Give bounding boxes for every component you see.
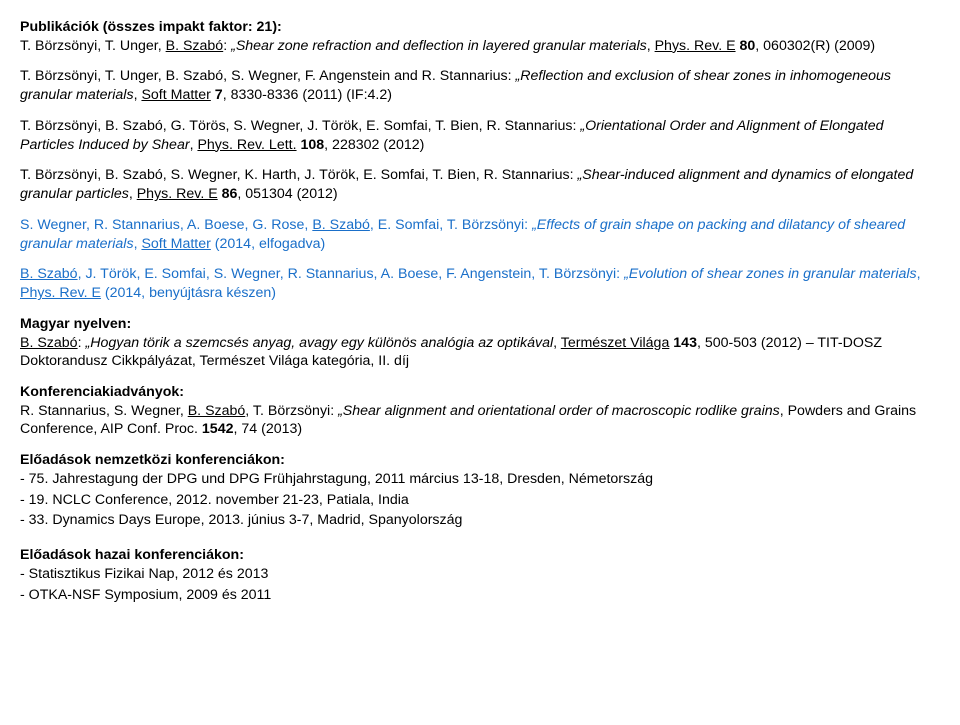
conf-item: - Statisztikus Fizikai Nap, 2012 és 2013 — [20, 565, 940, 584]
text: R. Stannarius, S. Wegner, — [20, 403, 188, 419]
text: , — [647, 38, 655, 54]
author-u: B. Szabó — [188, 403, 246, 419]
journal-u: Phys. Rev. Lett. — [197, 137, 296, 153]
vol-b: 108 — [301, 137, 325, 153]
text: T. Börzsönyi, T. Unger, B. Szabó, S. Weg… — [20, 68, 516, 84]
title-i: „Evolution of shear zones in granular ma… — [624, 266, 917, 282]
journal-u: Phys. Rev. E — [137, 186, 218, 202]
section-domestic-conf: Előadások hazai konferenciákon: - Statis… — [20, 546, 940, 604]
pub-4: T. Börzsönyi, B. Szabó, S. Wegner, K. Ha… — [20, 166, 940, 203]
text: , — [129, 186, 137, 202]
author-u: B. Szabó — [20, 335, 78, 351]
text: , E. Somfai, T. Börzsönyi: — [370, 217, 532, 233]
pub-6-blue: B. Szabó, J. Török, E. Somfai, S. Wegner… — [20, 265, 940, 302]
text: S. Wegner, R. Stannarius, A. Boese, G. R… — [20, 217, 312, 233]
text: , 060302(R) (2009) — [755, 38, 875, 54]
heading-conf: Konferenciakiadványok: — [20, 384, 184, 400]
text: , 8330-8336 (2011) (IF:4.2) — [223, 87, 392, 103]
heading-text: Publikációk (összes impakt faktor: 21): — [20, 19, 282, 35]
heading-intl: Előadások nemzetközi konferenciákon: — [20, 451, 940, 470]
heading-publications: Publikációk (összes impakt faktor: 21): — [20, 18, 940, 37]
text: (2014, benyújtásra készen) — [101, 285, 276, 301]
section-hungarian: Magyar nyelven: B. Szabó: „Hogyan törik … — [20, 315, 940, 371]
title-i: „Hogyan törik a szemcsés anyag, avagy eg… — [85, 335, 553, 351]
text: , J. Török, E. Somfai, S. Wegner, R. Sta… — [78, 266, 624, 282]
heading-hun: Magyar nyelven: — [20, 316, 131, 332]
pub-3: T. Börzsönyi, B. Szabó, G. Törös, S. Weg… — [20, 117, 940, 154]
section-conf-proc: Konferenciakiadványok: R. Stannarius, S.… — [20, 383, 940, 439]
text: , 74 (2013) — [233, 421, 302, 437]
journal-u: Természet Világa — [561, 335, 670, 351]
text: T. Börzsönyi, B. Szabó, S. Wegner, K. Ha… — [20, 167, 578, 183]
text: T. Börzsönyi, T. Unger, — [20, 38, 166, 54]
text: : — [223, 38, 231, 54]
journal-u: Soft Matter — [141, 236, 210, 252]
pub-1: T. Börzsönyi, T. Unger, B. Szabó: „Shear… — [20, 37, 940, 56]
heading-domestic: Előadások hazai konferenciákon: — [20, 546, 940, 565]
author-u: B. Szabó — [166, 38, 224, 54]
vol-b: 7 — [215, 87, 223, 103]
title-i: „Shear alignment and orientational order… — [338, 403, 780, 419]
text: , 051304 (2012) — [237, 186, 337, 202]
journal-u: Soft Matter — [141, 87, 210, 103]
conf-item: - OTKA-NSF Symposium, 2009 és 2011 — [20, 586, 940, 605]
pub-2: T. Börzsönyi, T. Unger, B. Szabó, S. Weg… — [20, 67, 940, 104]
pub-5-blue: S. Wegner, R. Stannarius, A. Boese, G. R… — [20, 216, 940, 253]
text: , 228302 (2012) — [324, 137, 424, 153]
text: , — [553, 335, 561, 351]
text: (2014, elfogadva) — [211, 236, 325, 252]
conf-item: - 33. Dynamics Days Europe, 2013. június… — [20, 511, 940, 530]
author-u: B. Szabó — [312, 217, 370, 233]
vol-b: 86 — [222, 186, 238, 202]
text: , T. Börzsönyi: — [245, 403, 338, 419]
vol-b: 143 — [673, 335, 697, 351]
journal-u: Phys. Rev. E — [655, 38, 736, 54]
vol-b: 80 — [740, 38, 756, 54]
author-u: B. Szabó — [20, 266, 78, 282]
section-intl-conf: Előadások nemzetközi konferenciákon: - 7… — [20, 451, 940, 530]
journal-u: Phys. Rev. E — [20, 285, 101, 301]
text: T. Börzsönyi, B. Szabó, G. Törös, S. Weg… — [20, 118, 580, 134]
text: , — [917, 266, 921, 282]
conf-item: - 75. Jahrestagung der DPG und DPG Frühj… — [20, 470, 940, 489]
title-i: „Shear zone refraction and deflection in… — [231, 38, 647, 54]
vol-b: 1542 — [202, 421, 234, 437]
conf-item: - 19. NCLC Conference, 2012. november 21… — [20, 491, 940, 510]
